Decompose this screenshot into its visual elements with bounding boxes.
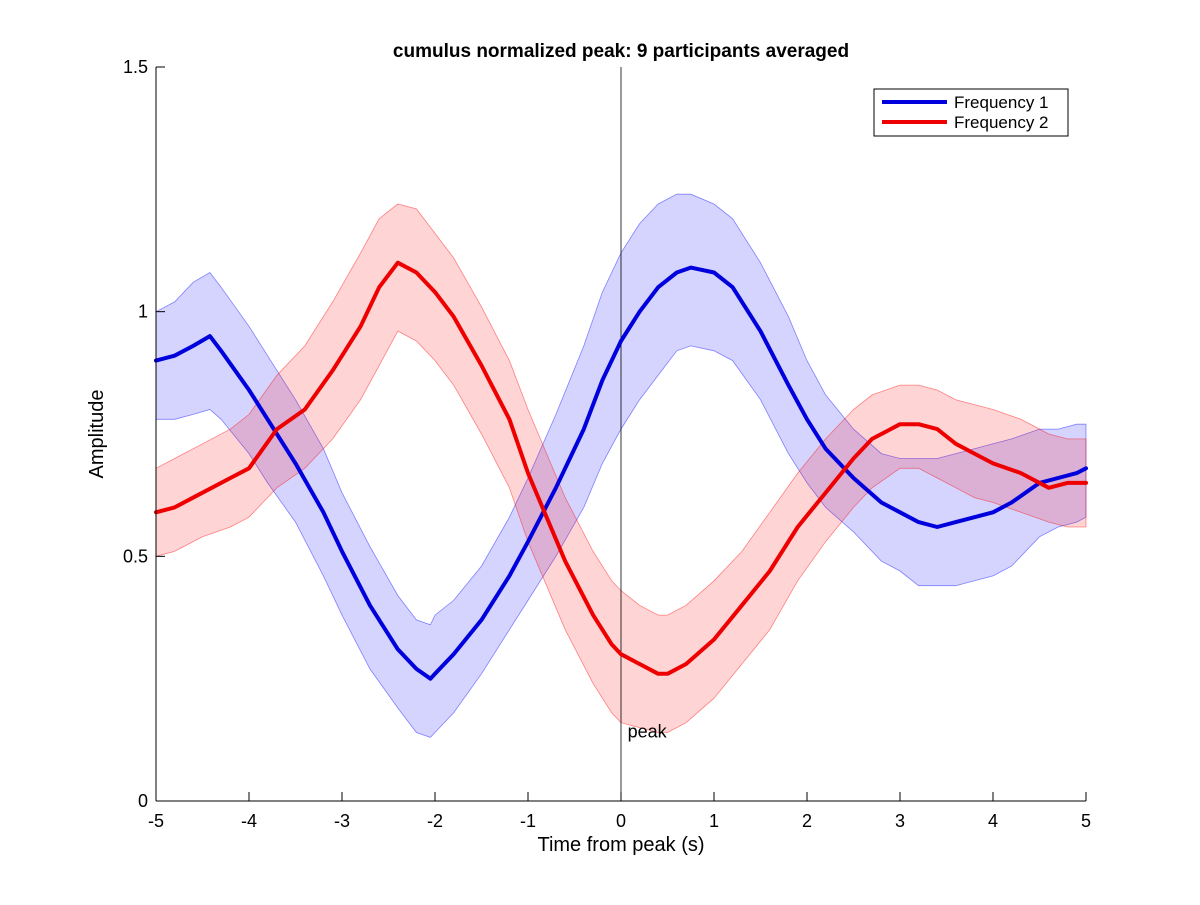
- x-tick-label: -4: [241, 811, 257, 831]
- legend-box: [873, 88, 1069, 137]
- tick-labels: -5 -4 -3 -2 -1 0 1 2 3 4 5 0 0.5 1 1.5: [123, 57, 1091, 831]
- x-tick-label: 3: [895, 811, 905, 831]
- band-frequency-1: [155, 193, 1087, 738]
- y-axis-label: Amplitude: [86, 390, 108, 479]
- y-tick-label: 0.5: [123, 546, 148, 566]
- band-frequency-2: [155, 203, 1087, 733]
- series-lines: [154, 260, 1088, 681]
- chart-title: cumulus normalized peak: 9 participants …: [393, 41, 849, 62]
- legend: Frequency 1 Frequency 2: [873, 88, 1069, 137]
- legend-label-frequency-2: Frequency 2: [954, 113, 1049, 132]
- confidence-bands: [155, 193, 1087, 738]
- series-line-frequency-2: [154, 260, 1088, 676]
- x-tick-label: -5: [148, 811, 164, 831]
- x-tick-label: 4: [988, 811, 998, 831]
- y-tick-label: 1: [138, 302, 148, 322]
- axes: [155, 66, 1087, 802]
- x-tick-label: 1: [709, 811, 719, 831]
- x-tick-label: -3: [334, 811, 350, 831]
- peak-annotation: peak: [628, 721, 668, 741]
- x-tick-label: -1: [520, 811, 536, 831]
- x-tick-label: 0: [616, 811, 626, 831]
- x-tick-label: 2: [802, 811, 812, 831]
- y-tick-label: 1.5: [123, 57, 148, 77]
- y-tick-label: 0: [138, 791, 148, 811]
- series-line-frequency-1: [154, 265, 1088, 681]
- x-tick-label: 5: [1081, 811, 1091, 831]
- x-axis-label: Time from peak (s): [537, 834, 704, 856]
- legend-label-frequency-1: Frequency 1: [954, 93, 1049, 112]
- x-tick-label: -2: [427, 811, 443, 831]
